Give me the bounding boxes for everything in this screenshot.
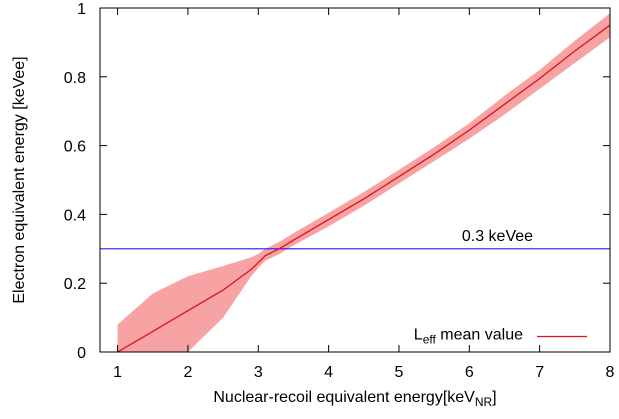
x-axis-label-subscript: NR <box>475 395 493 409</box>
y-tick-label: 0 <box>77 345 86 362</box>
legend-label-subscript: eff <box>423 333 437 347</box>
y-tick-label: 0.8 <box>64 70 86 87</box>
uncertainty-band-layer <box>117 13 610 352</box>
y-tick-label: 0.4 <box>64 207 86 224</box>
x-tick-label: 7 <box>535 364 544 381</box>
x-tick-label: 3 <box>254 364 263 381</box>
y-tick-label: 0.2 <box>64 276 86 293</box>
uncertainty-band <box>117 13 610 352</box>
y-tick-label: 0.6 <box>64 139 86 156</box>
x-axis-label-main: Nuclear-recoil equivalent energy[keV <box>213 389 475 406</box>
series-line-leff-mean <box>117 24 610 352</box>
series-line-layer <box>117 24 610 352</box>
y-tick-label: 1 <box>77 1 86 18</box>
legend-label: Leff mean value <box>414 327 523 347</box>
x-tick-label: 2 <box>183 364 192 381</box>
x-tick-label: 8 <box>606 364 615 381</box>
x-axis-label: Nuclear-recoil equivalent energy[keVNR] <box>213 389 496 409</box>
legend: Leff mean value <box>414 327 587 347</box>
x-axis-label-suffix: ] <box>492 389 496 406</box>
y-axis-label: Electron equivalent energy [keVee] <box>11 56 28 303</box>
reference-line-label: 0.3 keVee <box>462 228 533 245</box>
legend-label-main: L <box>414 327 423 344</box>
x-tick-label: 6 <box>465 364 474 381</box>
x-tick-label: 4 <box>324 364 333 381</box>
x-tick-label: 5 <box>395 364 404 381</box>
tick-layer: 1 2 3 4 5 6 7 8 0 0.2 0.4 0.6 0.8 1 <box>64 1 615 381</box>
legend-label-suffix: mean value <box>436 327 523 344</box>
plot-frame <box>99 7 611 353</box>
x-tick-label: 1 <box>113 364 122 381</box>
